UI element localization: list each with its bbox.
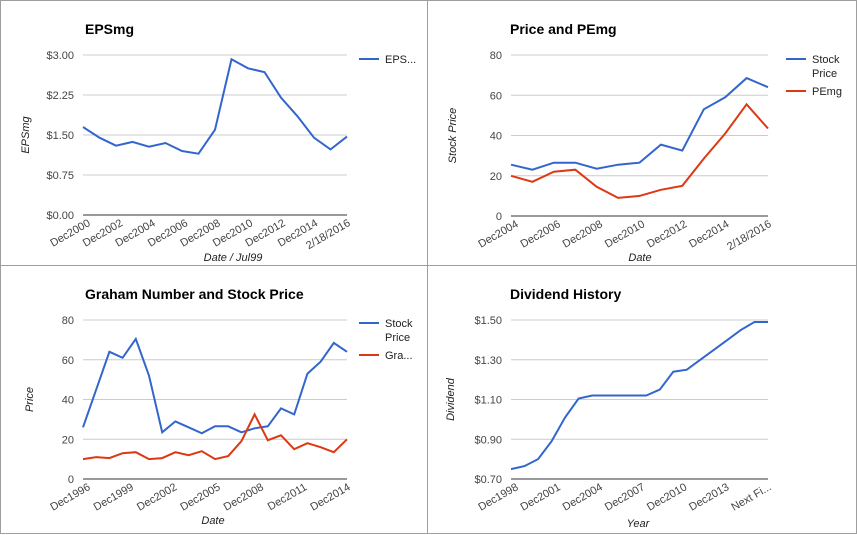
y-tick-label: $0.00 xyxy=(46,210,74,222)
chart-panel-epsmg: EPSmg $3.00 $2.25 $1.50 $0.75 $0.00 Dec2000 Dec… xyxy=(0,0,428,266)
chart-title: Dividend History xyxy=(510,286,621,302)
x-tick-label: Dec2014 xyxy=(308,481,352,513)
chart-panel-graham-number: Graham Number and Stock Price 80 60 40 20 0 De… xyxy=(0,265,428,534)
x-tick-label: Dec2011 xyxy=(266,481,309,513)
x-tick-label: Dec1999 xyxy=(92,481,136,513)
x-tick-label: Dec2008 xyxy=(561,218,605,250)
y-tick-label: 40 xyxy=(62,395,74,407)
x-tick-label: Dec2007 xyxy=(603,481,647,513)
chart-title: EPSmg xyxy=(85,21,134,37)
y-tick-label: 20 xyxy=(62,434,74,446)
y-tick-label: $0.75 xyxy=(46,170,74,182)
x-axis-title: Date xyxy=(628,252,651,264)
y-tick-label: 60 xyxy=(62,355,74,367)
chart-title: Price and PEmg xyxy=(510,21,617,37)
x-tick-label: Dec2004 xyxy=(561,481,605,513)
y-tick-label: 80 xyxy=(62,315,74,327)
chart-svg: EPSmg$3.00$2.25$1.50$0.75$0.00Dec2000Dec… xyxy=(20,21,416,264)
series-line-1 xyxy=(82,412,348,461)
x-axis-title: Date xyxy=(201,515,224,527)
y-tick-label: 20 xyxy=(490,171,502,183)
series-line-0 xyxy=(510,76,769,171)
series-line-0 xyxy=(510,321,768,471)
y-axis-title: Stock Price xyxy=(447,108,459,164)
x-tick-label: Dec2001 xyxy=(519,481,563,513)
y-tick-label: $0.90 xyxy=(474,434,502,446)
x-tick-label: Dec2012 xyxy=(645,218,689,250)
y-tick-label: 80 xyxy=(490,50,502,62)
series-line-0 xyxy=(82,57,348,155)
x-tick-label: Dec2010 xyxy=(603,218,647,250)
x-tick-label: Dec1998 xyxy=(476,481,520,513)
x-tick-label: Dec2013 xyxy=(687,481,731,513)
x-tick-label: Dec2014 xyxy=(687,218,731,250)
legend-label: Stock Price xyxy=(385,318,413,344)
legend-label: Gra... xyxy=(385,350,413,362)
y-tick-label: $2.25 xyxy=(46,90,74,102)
legend-label: PEmg xyxy=(812,86,842,98)
y-axis-title: Price xyxy=(24,387,36,412)
y-tick-label: $0.70 xyxy=(474,474,502,486)
y-axis-title: EPSmg xyxy=(20,115,32,153)
y-tick-label: $1.30 xyxy=(474,355,502,367)
chart-svg: Dividend History $1.50 $1.30 $1.10 $0.90 $0.7… xyxy=(445,286,774,530)
x-axis-title: Year xyxy=(627,518,651,530)
x-tick-label: Dec2004 xyxy=(476,218,520,250)
x-tick-label: Dec2002 xyxy=(135,481,179,513)
y-tick-label: 0 xyxy=(496,211,502,223)
x-axis-title: Date / Jul99 xyxy=(204,252,263,264)
x-tick-label: Next Fi... xyxy=(729,481,773,513)
y-tick-label: $1.10 xyxy=(474,395,502,407)
y-tick-label: $3.00 xyxy=(46,50,74,62)
series-line-0 xyxy=(82,336,348,435)
y-tick-label: $1.50 xyxy=(474,315,502,327)
x-tick-label: 2/18/2016 xyxy=(725,218,773,253)
chart-title: Graham Number and Stock Price xyxy=(85,286,304,302)
series-line-1 xyxy=(510,102,769,199)
y-tick-label: 60 xyxy=(490,90,502,102)
legend-label: EPS... xyxy=(385,54,416,66)
legend-label: Stock Price xyxy=(812,54,840,80)
x-tick-label: Dec2005 xyxy=(178,481,222,513)
y-tick-label: 0 xyxy=(68,474,74,486)
chart-svg: Price and PEmg806040200Dec2004Dec2006Dec… xyxy=(447,21,842,264)
y-tick-label: $1.50 xyxy=(46,130,74,142)
y-axis-title: Dividend xyxy=(445,377,457,421)
chart-panel-price-pemg: Price and PEmg 80 60 40 20 0 Dec2004 Dec2006 Dec… xyxy=(427,0,857,266)
x-tick-label: Dec2010 xyxy=(645,481,689,513)
chart-svg: Graham Number and Stock Price806040200De… xyxy=(24,286,413,527)
x-tick-label: Dec2008 xyxy=(222,481,266,513)
y-tick-label: 40 xyxy=(490,131,502,143)
x-tick-label: Dec2006 xyxy=(519,218,563,250)
chart-panel-dividend-history: Dividend History $1.50 $1.30 $1.10 $0.90 $0.7… xyxy=(427,265,857,534)
x-tick-label: Dec1996 xyxy=(48,481,92,513)
